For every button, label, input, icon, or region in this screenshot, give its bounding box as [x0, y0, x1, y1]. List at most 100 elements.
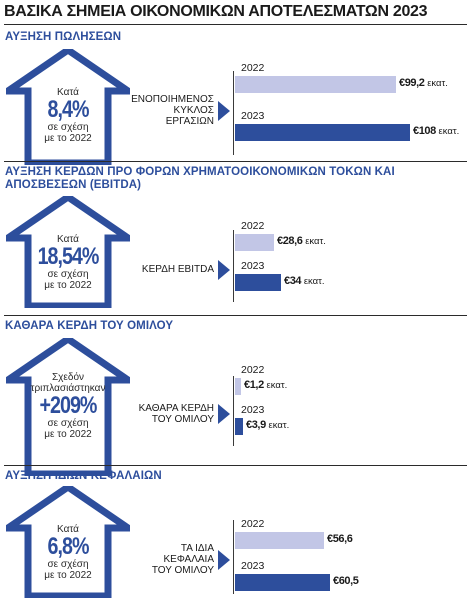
- metric-label-line: ΕΝΟΠΟΙΗΜΕΝΟΣ: [131, 94, 214, 105]
- arrow-big-percent: 18,54%: [37, 243, 100, 270]
- bar-value-amount: €108: [413, 125, 436, 137]
- chevron-right-icon: [218, 550, 230, 575]
- bar-value-unit: εκατ.: [438, 126, 460, 137]
- bar-year-label: 2023: [241, 260, 265, 272]
- bar-value-unit: εκατ.: [427, 78, 448, 89]
- arrow-caption: Κατά 6,8% σε σχέση με το 2022: [6, 524, 130, 581]
- arrow-post-text: σε σχέση: [47, 559, 89, 570]
- bar-year-label: 2023: [241, 110, 265, 122]
- metric-label-line: ΚΕΡΔΗ EBITDA: [141, 264, 214, 275]
- arrow-caption: Σχεδόν τριπλασιάστηκαν +209% σε σχέση με το …: [6, 372, 130, 440]
- bar-value-unit: εκατ.: [266, 380, 288, 391]
- bar-2023: [235, 418, 243, 435]
- arrow-pre-text: Κατά: [57, 87, 79, 98]
- arrow-up-icon: [6, 196, 130, 308]
- bar-2023: [235, 124, 410, 141]
- section-divider: [4, 465, 467, 466]
- title-divider: [4, 24, 467, 25]
- bar-value-label: €28,6 εκατ.: [277, 235, 326, 247]
- section-divider: [4, 161, 467, 162]
- chevron-right-icon: [218, 101, 230, 126]
- chevron-right-icon: [218, 404, 230, 429]
- bar-axis-line: [233, 376, 234, 446]
- metric-label-line: ΕΡΓΑΣΙΩΝ: [165, 116, 214, 127]
- bar-year-label: 2023: [241, 404, 265, 416]
- bar-axis-line: [233, 520, 234, 594]
- bar-value-label: €56,6: [327, 533, 353, 545]
- arrow-pre-text: Κατά: [57, 524, 79, 535]
- section-3: ΚΑΘΑΡΑ ΚΕΡΔΗ ΤΟΥ ΟΜΙΛΟΥ Σχεδόν τριπλασιάστ…: [0, 320, 471, 476]
- metric-label: ΚΕΡΔΗ EBITDA: [122, 264, 214, 275]
- arrow-big-percent: 6,8%: [47, 533, 90, 560]
- bar-value-unit: εκατ.: [305, 236, 326, 247]
- section-heading: ΑΥΞΗΣΗ ΠΩΛΗΣΕΩΝ: [5, 31, 122, 43]
- arrow-post-text: σε σχέση: [47, 418, 89, 429]
- arrow-up-icon: [6, 338, 130, 476]
- bar-value-label: €3,9 εκατ.: [246, 419, 289, 431]
- bar-year-label: 2022: [241, 364, 265, 376]
- section-4: ΑΥΞΗΣΗ ΙΔΙΩΝ ΚΕΦΑΛΑΙΩΝ Κατά 6,8% σε σχέση με…: [0, 470, 471, 610]
- bar-value-amount: €28,6: [277, 235, 303, 247]
- bar-value-amount: €1,2: [244, 379, 264, 391]
- bar-value-label: €1,2 εκατ.: [244, 379, 287, 391]
- page-title: ΒΑΣΙΚΑ ΣΗΜΕΙΑ ΟΙΚΟΝΟΜΙΚΩΝ ΑΠΟΤΕΛΕΣΜΑΤΩΝ …: [4, 3, 428, 20]
- section-heading: ΑΥΞΗΣΗ ΙΔΙΩΝ ΚΕΦΑΛΑΙΩΝ: [5, 470, 162, 482]
- bar-2022: [235, 234, 274, 251]
- metric-label-line: ΤΟΥ ΟΜΙΛΟΥ: [151, 414, 214, 425]
- arrow-pre-text: Κατά: [57, 234, 79, 245]
- arrow-post-text-2: με το 2022: [44, 570, 92, 581]
- chevron-right-icon: [218, 260, 230, 285]
- bar-value-label: €108 εκατ.: [413, 125, 459, 137]
- metric-label: ΕΝΟΠΟΙΗΜΕΝΟΣ ΚΥΚΛΟΣ ΕΡΓΑΣΙΩΝ: [122, 94, 214, 127]
- arrow-post-text: σε σχέση: [47, 122, 89, 133]
- arrow-graphic: Κατά 8,4% σε σχέση με το 2022: [6, 49, 130, 165]
- bar-value-label: €99,2 εκατ.: [399, 77, 448, 89]
- bar-value-amount: €99,2: [399, 77, 425, 89]
- section-heading: ΚΑΘΑΡΑ ΚΕΡΔΗ ΤΟΥ ΟΜΙΛΟΥ: [5, 320, 174, 332]
- bar-year-label: 2022: [241, 62, 265, 74]
- arrow-post-text-2: με το 2022: [44, 429, 92, 440]
- bar-year-label: 2022: [241, 518, 265, 530]
- metric-label-line: ΚΥΚΛΟΣ: [173, 105, 214, 116]
- arrow-big-percent: +209%: [39, 392, 98, 419]
- arrow-post-text-2: με το 2022: [44, 280, 92, 291]
- metric-label: ΚΑΘΑΡΑ ΚΕΡΔΗ ΤΟΥ ΟΜΙΛΟΥ: [122, 403, 214, 425]
- section-divider: [4, 315, 467, 316]
- bar-2022: [235, 378, 241, 395]
- bar-axis-line: [233, 71, 234, 155]
- metric-label-line: ΚΕΦΑΛΑΙΑ: [163, 554, 215, 565]
- arrow-graphic: Κατά 6,8% σε σχέση με το 2022: [6, 486, 130, 598]
- bar-axis-line: [233, 230, 234, 302]
- section-1: ΑΥΞΗΣΗ ΠΩΛΗΣΕΩΝ Κατά 8,4% σε σχέση με το 202…: [0, 31, 471, 171]
- bar-value-unit: εκατ.: [268, 420, 290, 431]
- bar-2023: [235, 574, 330, 591]
- bar-value-amount: €60,5: [333, 575, 359, 587]
- arrow-caption: Κατά 18,54% σε σχέση με το 2022: [6, 234, 130, 291]
- bar-2022: [235, 532, 324, 549]
- section-2: ΑΥΞΗΣΗ ΚΕΡΔΩΝ ΠΡΟ ΦΟΡΩΝ ΧΡΗΜΑΤΟΟΙΚΟΝΟΜΙΚ…: [0, 166, 471, 308]
- bar-value-unit: εκατ.: [303, 276, 325, 287]
- section-heading: ΑΥΞΗΣΗ ΚΕΡΔΩΝ ΠΡΟ ΦΟΡΩΝ ΧΡΗΜΑΤΟΟΙΚΟΝΟΜΙΚ…: [5, 166, 395, 191]
- bar-value-amount: €56,6: [327, 533, 353, 545]
- arrow-caption: Κατά 8,4% σε σχέση με το 2022: [6, 87, 130, 144]
- bar-value-label: €60,5: [333, 575, 359, 587]
- arrow-up-icon: [6, 49, 130, 165]
- bar-value-amount: €34: [284, 275, 302, 287]
- bar-year-label: 2023: [241, 560, 265, 572]
- arrow-post-text: σε σχέση: [47, 269, 89, 280]
- arrow-big-percent: 8,4%: [47, 96, 90, 123]
- arrow-pre-text-2: τριπλασιάστηκαν: [30, 383, 106, 394]
- metric-label: ΤΑ ΙΔΙΑ ΚΕΦΑΛΑΙΑ ΤΟΥ ΟΜΙΛΟΥ: [122, 543, 214, 576]
- bar-year-label: 2022: [241, 220, 265, 232]
- arrow-graphic: Σχεδόν τριπλασιάστηκαν +209% σε σχέση με το …: [6, 338, 130, 476]
- arrow-graphic: Κατά 18,54% σε σχέση με το 2022: [6, 196, 130, 308]
- arrow-pre-text: Σχεδόν: [51, 372, 85, 383]
- bar-value-amount: €3,9: [246, 419, 266, 431]
- bar-value-label: €34 εκατ.: [284, 275, 325, 287]
- metric-label-line: ΤΟΥ ΟΜΙΛΟΥ: [151, 565, 214, 576]
- bar-2023: [235, 274, 281, 291]
- bar-2022: [235, 76, 396, 93]
- metric-label-line: ΤΑ ΙΔΙΑ: [180, 543, 214, 554]
- arrow-post-text-2: με το 2022: [44, 133, 92, 144]
- metric-label-line: ΚΑΘΑΡΑ ΚΕΡΔΗ: [138, 403, 214, 414]
